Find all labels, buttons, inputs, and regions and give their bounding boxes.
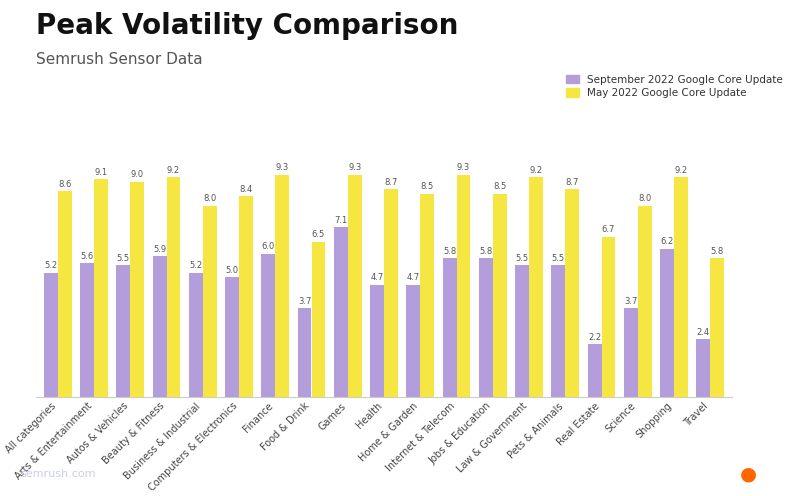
Bar [551, 265, 566, 397]
Bar [117, 265, 130, 397]
Bar [638, 206, 651, 397]
Text: 7.1: 7.1 [334, 216, 347, 225]
Legend: September 2022 Google Core Update, May 2022 Google Core Update: September 2022 Google Core Update, May 2… [566, 75, 782, 98]
Text: 6.2: 6.2 [661, 238, 674, 247]
Text: 5.2: 5.2 [44, 261, 58, 270]
Bar [370, 285, 384, 397]
Text: 8.7: 8.7 [384, 178, 398, 186]
Text: 4.7: 4.7 [406, 273, 420, 282]
Text: 5.9: 5.9 [153, 245, 166, 253]
Text: 5.2: 5.2 [190, 261, 202, 270]
Text: 9.2: 9.2 [530, 166, 542, 175]
Text: Semrush Sensor Data: Semrush Sensor Data [36, 52, 202, 67]
Bar [94, 180, 108, 397]
Text: 5.8: 5.8 [710, 247, 724, 256]
Text: 2.2: 2.2 [588, 333, 601, 342]
Text: 8.6: 8.6 [58, 180, 71, 189]
Bar [262, 253, 275, 397]
Text: 8.4: 8.4 [239, 185, 253, 194]
Bar [166, 177, 180, 397]
Text: semrush.com: semrush.com [20, 469, 95, 479]
Text: 5.6: 5.6 [81, 251, 94, 261]
Bar [384, 189, 398, 397]
Text: 2.4: 2.4 [697, 328, 710, 337]
Text: 4.7: 4.7 [370, 273, 384, 282]
Bar [334, 227, 348, 397]
Text: 5.5: 5.5 [515, 254, 529, 263]
Text: 5.8: 5.8 [479, 247, 493, 256]
Text: 9.3: 9.3 [457, 163, 470, 172]
Text: 8.5: 8.5 [421, 183, 434, 191]
Bar [130, 182, 144, 397]
Bar [44, 273, 58, 397]
Text: 8.5: 8.5 [493, 183, 506, 191]
Text: Peak Volatility Comparison: Peak Volatility Comparison [36, 12, 458, 40]
Bar [189, 273, 202, 397]
Text: 8.0: 8.0 [203, 194, 216, 203]
Text: 6.5: 6.5 [312, 230, 325, 239]
Text: 9.1: 9.1 [94, 168, 107, 177]
Bar [529, 177, 542, 397]
Text: 3.7: 3.7 [624, 297, 638, 306]
Text: 9.2: 9.2 [167, 166, 180, 175]
Bar [153, 256, 166, 397]
Bar [80, 263, 94, 397]
Text: SEMRUSH: SEMRUSH [696, 467, 780, 482]
Bar [660, 248, 674, 397]
Bar [493, 194, 506, 397]
Bar [226, 277, 239, 397]
Text: 9.3: 9.3 [275, 163, 289, 172]
Text: 9.3: 9.3 [348, 163, 362, 172]
Bar [58, 191, 71, 397]
Text: 5.5: 5.5 [117, 254, 130, 263]
Text: 8.0: 8.0 [638, 194, 651, 203]
Bar [588, 344, 602, 397]
Bar [697, 339, 710, 397]
Text: 6.7: 6.7 [602, 225, 615, 235]
Bar [202, 206, 217, 397]
Bar [298, 309, 311, 397]
Text: 5.5: 5.5 [552, 254, 565, 263]
Bar [710, 258, 724, 397]
Text: 5.0: 5.0 [226, 266, 238, 275]
Bar [420, 194, 434, 397]
Bar [442, 258, 457, 397]
Text: 8.7: 8.7 [566, 178, 579, 186]
Bar [479, 258, 493, 397]
Bar [674, 177, 688, 397]
Bar [624, 309, 638, 397]
Bar [311, 242, 326, 397]
Bar [566, 189, 579, 397]
Bar [457, 175, 470, 397]
Bar [515, 265, 529, 397]
Bar [602, 237, 615, 397]
Text: ●: ● [739, 465, 757, 484]
Text: 5.8: 5.8 [443, 247, 456, 256]
Bar [275, 175, 289, 397]
Text: 6.0: 6.0 [262, 242, 275, 251]
Text: 9.2: 9.2 [674, 166, 687, 175]
Bar [239, 196, 253, 397]
Bar [406, 285, 420, 397]
Bar [348, 175, 362, 397]
Text: 3.7: 3.7 [298, 297, 311, 306]
Text: 9.0: 9.0 [130, 171, 144, 180]
